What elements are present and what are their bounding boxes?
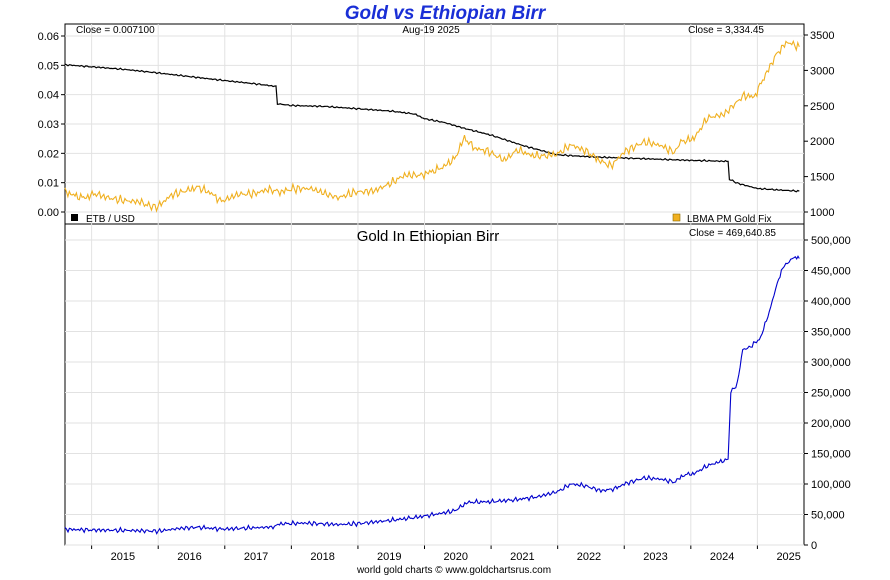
bottom-right-axis-tick-label: 50,000 — [811, 510, 845, 522]
x-tick-label: 2019 — [377, 551, 401, 563]
top-left-close-label: Close = 0.007100 — [76, 25, 155, 36]
bottom-panel-title: Gold In Ethiopian Birr — [357, 228, 500, 245]
x-tick-label: 2024 — [710, 551, 734, 563]
x-tick-label: 2015 — [111, 551, 135, 563]
etb-legend-label: ETB / USD — [86, 214, 135, 225]
right-axis-tick-label: 2000 — [810, 136, 834, 148]
bottom-right-axis-tick-label: 150,000 — [811, 449, 851, 461]
x-tick-label: 2025 — [776, 551, 800, 563]
right-axis-tick-label: 1000 — [810, 207, 834, 219]
left-axis-tick-label: 0.01 — [38, 178, 59, 190]
gold-in-birr-line — [64, 255, 800, 535]
bottom-right-axis-tick-label: 500,000 — [811, 235, 851, 247]
x-tick-label: 2016 — [177, 551, 201, 563]
x-tick-label: 2021 — [510, 551, 534, 563]
bottom-right-axis-tick-label: 350,000 — [811, 327, 851, 339]
bottom-panel-frame — [64, 223, 805, 546]
bottom-right-axis-tick-label: 400,000 — [811, 296, 851, 308]
bottom-right-axis-tick-label: 250,000 — [811, 388, 851, 400]
right-axis-tick-label: 3000 — [810, 65, 834, 77]
top-right-close-label: Close = 3,334.45 — [688, 25, 764, 36]
left-axis-tick-label: 0.04 — [38, 90, 59, 102]
right-axis-tick-label: 3500 — [810, 30, 834, 42]
x-tick-label: 2017 — [244, 551, 268, 563]
gold-legend-label: LBMA PM Gold Fix — [687, 214, 771, 225]
x-tick-label: 2022 — [577, 551, 601, 563]
left-axis-tick-label: 0.05 — [38, 60, 59, 72]
left-axis-tick-label: 0.00 — [38, 207, 59, 219]
bottom-right-close-label: Close = 469,640.85 — [689, 228, 776, 239]
left-axis-tick-label: 0.03 — [38, 119, 59, 131]
bottom-right-axis-tick-label: 0 — [811, 540, 817, 552]
etb-legend-swatch — [71, 214, 78, 221]
footer-credit: world gold charts © www.goldchartsrus.co… — [356, 565, 551, 575]
x-tick-label: 2023 — [643, 551, 667, 563]
right-axis-tick-label: 1500 — [810, 172, 834, 184]
chart-title: Gold vs Ethiopian Birr — [345, 3, 547, 24]
gold-fix-line — [64, 39, 800, 213]
right-axis-tick-label: 2500 — [810, 101, 834, 113]
etb-usd-line — [64, 63, 800, 193]
x-tick-label: 2018 — [310, 551, 334, 563]
date-label: Aug-19 2025 — [402, 25, 460, 36]
x-tick-label: 2020 — [444, 551, 468, 563]
left-axis-tick-label: 0.02 — [38, 148, 59, 160]
gold-legend-swatch — [672, 213, 681, 222]
bottom-right-axis-tick-label: 200,000 — [811, 418, 851, 430]
bottom-right-axis-tick-label: 450,000 — [811, 266, 851, 278]
bottom-right-axis-tick-label: 100,000 — [811, 479, 851, 491]
bottom-right-axis-tick-label: 300,000 — [811, 357, 851, 369]
left-axis-tick-label: 0.06 — [38, 31, 59, 43]
